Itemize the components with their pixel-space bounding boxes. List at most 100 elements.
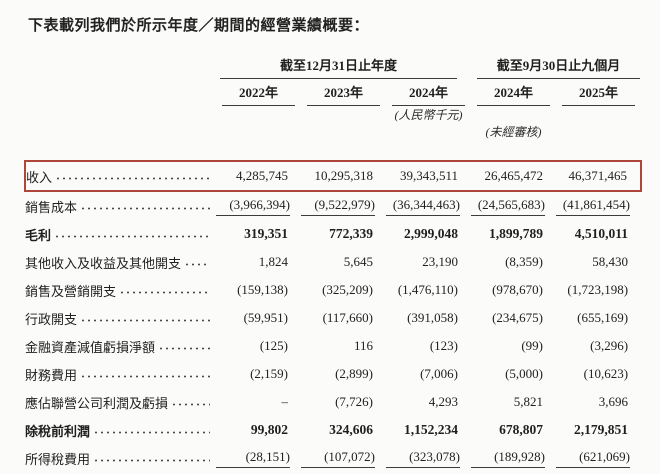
cell-value: 39,343,511 — [386, 160, 472, 192]
cell-value: (28,151) — [216, 444, 301, 472]
row-label: 其他收入及收益及其他開支 — [25, 255, 182, 271]
year-header-2023: 2023年 — [307, 80, 380, 106]
cell-value: (391,058) — [407, 310, 459, 325]
table-row: 應佔聯營公司利潤及虧損 – (7,726) 4,293 5,821 3,696 — [25, 388, 641, 416]
row-label-cell: 其他收入及收益及其他開支 — [25, 248, 216, 276]
cell-value: 10,295,318 — [301, 160, 386, 192]
cell-value: 5,821 — [513, 394, 544, 409]
cell-value: 319,351 — [244, 226, 288, 241]
cell-value: (655,169) — [577, 310, 629, 325]
period-group-annual-cell: 截至12月31日止年度 — [216, 55, 471, 79]
cell-value: (189,928) — [471, 444, 556, 472]
year-header-cell: 2023年 — [301, 79, 386, 106]
row-label-cell: 行政開支 — [25, 304, 216, 332]
dot-leader — [80, 369, 210, 380]
cell-value: 4,293 — [428, 394, 459, 409]
year-header-cell: 2024年 — [386, 79, 471, 106]
cell-value: (10,623) — [583, 366, 629, 381]
table-row: 所得稅費用 (28,151) (107,072) (323,078) (189,928)… — [25, 444, 641, 472]
year-header-cell: 2025年 — [556, 79, 641, 106]
cell-value: (621,069) — [556, 444, 641, 472]
row-label-cell: 所得稅費用 — [25, 444, 216, 472]
cell-value: (7,006) — [420, 366, 459, 381]
year-header-cell: 2022年 — [216, 79, 301, 106]
row-label: 毛利 — [25, 227, 52, 243]
row-label-cell: 收入 — [24, 160, 216, 192]
year-header-2022: 2022年 — [222, 80, 295, 106]
cell-value: 2,999,048 — [404, 226, 459, 241]
table-row: 毛利 319,351 772,339 2,999,048 1,899,789 4,510,… — [25, 220, 641, 248]
cell-value: (9,522,979) — [301, 191, 386, 220]
cell-value: (125) — [259, 338, 288, 353]
dot-leader — [80, 201, 210, 212]
cell-value: (325,209) — [322, 282, 373, 297]
row-label: 收入 — [26, 169, 53, 185]
dot-leader — [54, 229, 210, 240]
period-group-annual: 截至12月31日止年度 — [220, 55, 458, 79]
row-label: 金融資產減值虧損淨額 — [25, 339, 156, 355]
year-header-2025-interim: 2025年 — [562, 80, 636, 106]
empty-cell — [386, 123, 471, 161]
cell-value: (1,476,110) — [397, 282, 459, 297]
cell-value: (59,951) — [243, 310, 288, 325]
cell-value: (107,072) — [301, 444, 386, 472]
dot-leader — [184, 257, 210, 268]
table-row: 銷售成本 (3,966,394) (9,522,979) (36,344,463) (2… — [25, 191, 641, 220]
row-label: 除稅前利潤 — [25, 423, 91, 439]
cell-value: (117,660) — [322, 310, 373, 325]
cell-value: 5,645 — [343, 254, 373, 269]
empty-cell — [25, 106, 216, 123]
dot-leader — [55, 171, 210, 182]
empty-cell — [25, 79, 216, 106]
row-label: 行政開支 — [25, 311, 78, 327]
cell-value: 678,807 — [499, 422, 544, 437]
empty-cell — [556, 123, 641, 161]
cell-value: (36,344,463) — [386, 191, 471, 220]
table-row: 行政開支 (59,951) (117,660) (391,058) (234,675) (… — [25, 304, 641, 332]
cell-value: 23,190 — [422, 254, 459, 269]
table-header: 截至12月31日止年度 截至9月30日止九個月 2022年 2023年 2024… — [25, 55, 641, 161]
cell-value: (234,675) — [492, 310, 544, 325]
empty-cell — [25, 55, 216, 79]
cell-value: (7,726) — [335, 394, 373, 409]
period-group-interim-cell: 截至9月30日止九個月 — [471, 55, 641, 79]
cell-value: (3,296) — [590, 338, 629, 353]
empty-cell — [216, 123, 301, 161]
cell-value: 3,696 — [598, 394, 629, 409]
row-label-cell: 財務費用 — [25, 360, 216, 388]
table-row: 除稅前利潤 99,802 324,606 1,152,234 678,807 2,179,… — [25, 416, 641, 444]
row-label-cell: 除稅前利潤 — [25, 416, 216, 444]
row-label-cell: 金融資產減值虧損淨額 — [25, 332, 216, 360]
row-label: 應佔聯營公司利潤及虧損 — [25, 395, 169, 411]
table-row: 其他收入及收益及其他開支 1,824 5,645 23,190 (8,359) 58,43… — [25, 248, 641, 276]
cell-value: 324,606 — [329, 422, 373, 437]
dot-leader — [119, 285, 210, 296]
table-row: 金融資產減值虧損淨額 (125) 116 (123) (99) (3,296) — [25, 332, 641, 360]
cell-value: 46,371,465 — [556, 160, 643, 192]
dot-leader — [171, 397, 210, 408]
cell-value: 1,824 — [258, 254, 288, 269]
cell-value: 26,465,472 — [471, 160, 557, 192]
row-label: 銷售成本 — [25, 199, 78, 215]
operating-results-table: 截至12月31日止年度 截至9月30日止九個月 2022年 2023年 2024… — [24, 55, 643, 472]
row-label: 財務費用 — [25, 367, 78, 383]
cell-value: 1,152,234 — [404, 422, 459, 437]
cell-value: 1,899,789 — [489, 226, 544, 241]
cell-value: 116 — [353, 338, 373, 353]
row-label-cell: 應佔聯營公司利潤及虧損 — [25, 388, 216, 416]
year-header-row: 2022年 2023年 2024年 2024年 2025年 — [25, 79, 641, 106]
empty-cell — [301, 106, 386, 123]
empty-cell — [301, 123, 386, 161]
row-label-cell: 銷售成本 — [25, 191, 216, 220]
cell-value: (24,565,683) — [471, 191, 556, 220]
period-group-interim: 截至9月30日止九個月 — [477, 55, 641, 79]
audit-note: (未經審核) — [485, 125, 542, 139]
dot-leader — [158, 341, 210, 352]
cell-value: (8,359) — [505, 254, 544, 269]
year-header-2024-interim: 2024年 — [477, 80, 551, 106]
cell-value: (978,670) — [492, 282, 544, 297]
cell-value: (99) — [521, 338, 544, 353]
cell-value: (123) — [429, 338, 459, 353]
cell-value: (41,861,454) — [556, 191, 641, 220]
